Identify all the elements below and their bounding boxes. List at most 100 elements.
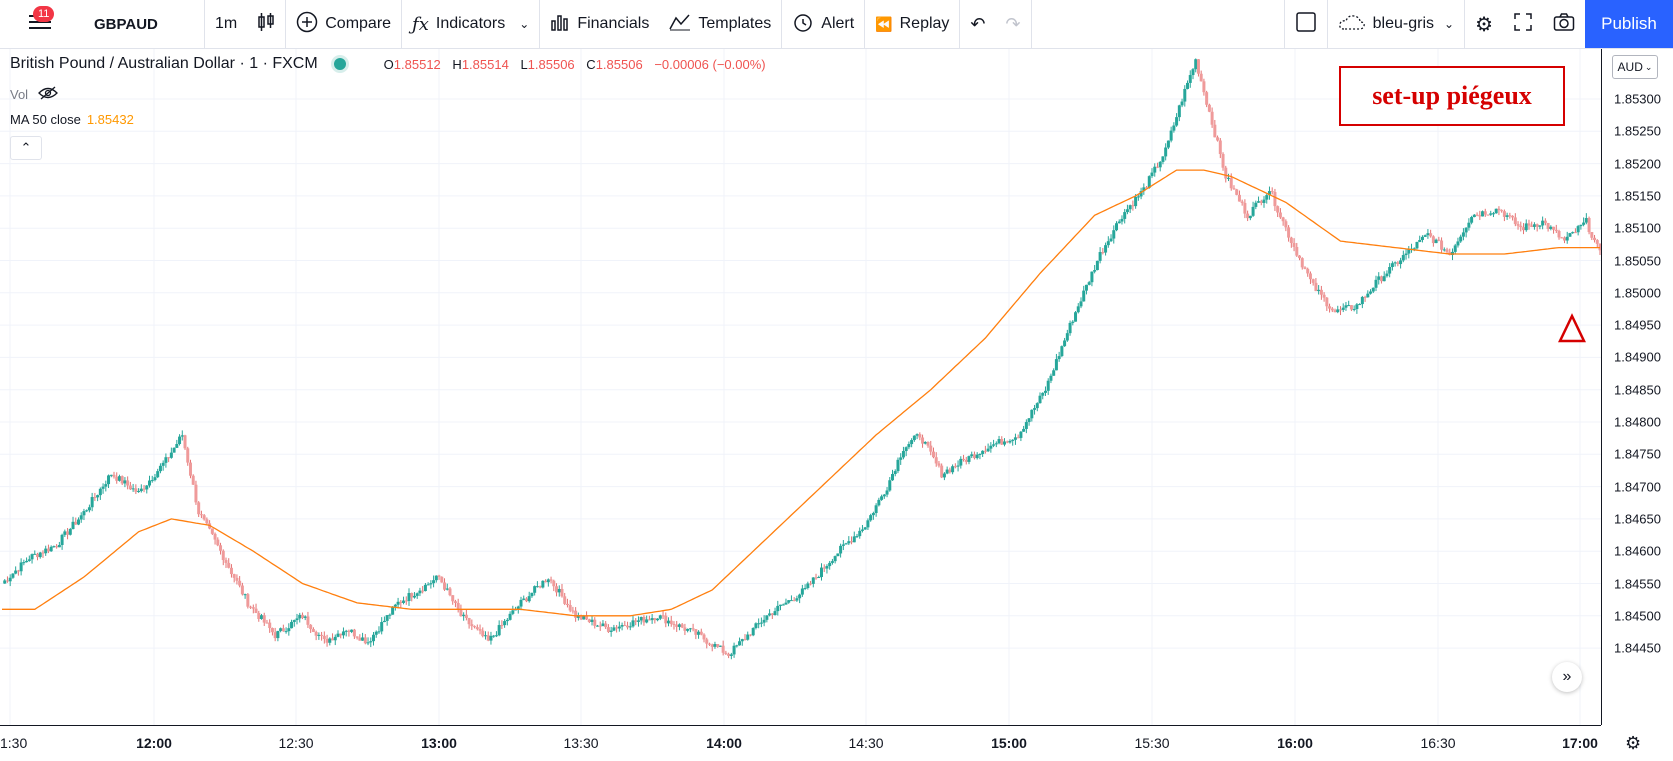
close-value: 1.85506 bbox=[595, 56, 643, 72]
candle-down bbox=[1593, 237, 1597, 241]
candle-up bbox=[1082, 290, 1086, 302]
candle-up bbox=[981, 450, 985, 454]
candle-up bbox=[139, 488, 143, 492]
candle-down bbox=[440, 576, 444, 583]
time-tick-label: 16:30 bbox=[1420, 735, 1456, 751]
candle-up bbox=[1142, 187, 1146, 192]
candle-up bbox=[1022, 428, 1026, 432]
candle-down bbox=[194, 484, 198, 503]
candle-down bbox=[232, 574, 236, 578]
candle-down bbox=[1595, 240, 1599, 244]
candle-up bbox=[798, 594, 802, 599]
compare-button[interactable]: Compare bbox=[286, 0, 401, 48]
candle-up bbox=[396, 601, 400, 605]
candle-down bbox=[544, 580, 548, 583]
candle-down bbox=[1216, 137, 1220, 141]
candle-up bbox=[781, 604, 785, 606]
candle-up bbox=[366, 642, 370, 644]
annotation-box[interactable]: set-up piégeux bbox=[1339, 66, 1565, 126]
candle-up bbox=[1347, 305, 1351, 307]
gear-icon: ⚙ bbox=[1475, 13, 1493, 36]
candle-down bbox=[716, 644, 720, 647]
snapshot-button[interactable] bbox=[1543, 0, 1585, 48]
candle-down bbox=[1483, 211, 1487, 215]
interval-button[interactable]: 1m bbox=[215, 15, 238, 32]
candle-up bbox=[243, 594, 247, 596]
candle-up bbox=[497, 625, 501, 636]
candle-down bbox=[205, 519, 209, 524]
candle-up bbox=[754, 623, 758, 629]
candle-up bbox=[333, 636, 337, 641]
candle-up bbox=[369, 641, 373, 643]
indicators-button[interactable]: ƒx Indicators ⌄ bbox=[402, 0, 539, 48]
price-axis[interactable]: 1.85300 1.85250 1.85200 1.85150 1.85100 1.850… bbox=[1601, 49, 1673, 725]
candle-down bbox=[623, 625, 627, 627]
candle-up bbox=[1003, 441, 1007, 445]
publish-button[interactable]: Publish bbox=[1585, 0, 1673, 48]
low-label: L bbox=[520, 56, 528, 72]
candle-up bbox=[645, 619, 649, 623]
ma-indicator[interactable]: MA 50 close 1.85432 bbox=[10, 112, 134, 127]
candle-down bbox=[724, 652, 728, 654]
time-axis[interactable]: 1:30 12:00 12:30 13:00 13:30 14:00 14:30 15:00 1… bbox=[0, 725, 1601, 761]
candle-down bbox=[809, 583, 813, 585]
chevron-down-icon: ⌄ bbox=[1444, 17, 1455, 31]
candle-down bbox=[1235, 189, 1239, 195]
axis-settings-gear-icon[interactable]: ⚙ bbox=[1625, 733, 1642, 753]
candle-down bbox=[694, 629, 698, 635]
symbol-title[interactable]: British Pound / Australian Dollar · 1 · … bbox=[10, 55, 318, 72]
price-chart[interactable] bbox=[0, 49, 1601, 725]
candle-down bbox=[615, 627, 619, 629]
candle-up bbox=[27, 559, 31, 561]
eye-hidden-icon[interactable] bbox=[38, 86, 58, 103]
candle-up bbox=[959, 458, 963, 466]
candle-up bbox=[1366, 293, 1370, 298]
candle-up bbox=[377, 631, 381, 633]
candle-up bbox=[19, 562, 23, 572]
candle-down bbox=[647, 619, 651, 621]
candle-up bbox=[907, 444, 911, 448]
candle-up bbox=[1524, 223, 1528, 231]
candle-down bbox=[710, 644, 714, 647]
candle-up bbox=[1360, 296, 1364, 305]
candle-down bbox=[1298, 255, 1302, 259]
candle-up bbox=[1267, 191, 1271, 196]
candle-down bbox=[642, 617, 646, 623]
candle-up bbox=[25, 560, 29, 563]
candle-down bbox=[281, 628, 285, 632]
market-status-dot[interactable] bbox=[333, 58, 346, 70]
settings-button[interactable]: ⚙ bbox=[1465, 0, 1503, 48]
chevron-down-icon[interactable]: ⌄ bbox=[519, 17, 530, 31]
chart-type-button[interactable] bbox=[247, 0, 285, 48]
scroll-to-realtime-button[interactable]: » bbox=[1552, 662, 1582, 692]
candle-up bbox=[784, 602, 788, 605]
currency-selector[interactable]: AUD ⌄ bbox=[1612, 55, 1658, 79]
candle-down bbox=[55, 546, 59, 548]
candle-up bbox=[915, 434, 919, 436]
candle-up bbox=[989, 445, 993, 449]
fullscreen-button[interactable] bbox=[1503, 0, 1543, 48]
financials-button[interactable]: Financials bbox=[540, 0, 659, 48]
undo-button[interactable]: ↶ bbox=[960, 0, 995, 48]
collapse-legend-button[interactable]: ⌃ bbox=[10, 136, 42, 160]
candle-down bbox=[1486, 214, 1490, 216]
candle-down bbox=[1587, 218, 1591, 233]
replay-button[interactable]: ⏪ Replay bbox=[865, 0, 959, 48]
candle-up bbox=[1008, 440, 1012, 443]
layout-toggle-button[interactable] bbox=[1285, 0, 1327, 48]
candle-down bbox=[1328, 306, 1332, 309]
alert-button[interactable]: Alert bbox=[782, 0, 864, 48]
candle-up bbox=[765, 615, 769, 620]
symbol-search-button[interactable]: GBPAUD bbox=[94, 15, 158, 33]
candle-up bbox=[361, 637, 365, 641]
candle-up bbox=[762, 619, 766, 623]
main-menu-button[interactable]: 11 bbox=[0, 0, 80, 48]
candle-down bbox=[1278, 212, 1282, 218]
layout-name-button[interactable]: bleu-gris ⌄ bbox=[1328, 0, 1464, 48]
candle-down bbox=[306, 616, 310, 625]
candle-up bbox=[1166, 140, 1170, 148]
candle-down bbox=[322, 635, 326, 639]
volume-indicator[interactable]: Vol bbox=[10, 86, 58, 103]
templates-button[interactable]: Templates bbox=[659, 0, 781, 48]
redo-button[interactable]: ↷ bbox=[996, 0, 1031, 48]
